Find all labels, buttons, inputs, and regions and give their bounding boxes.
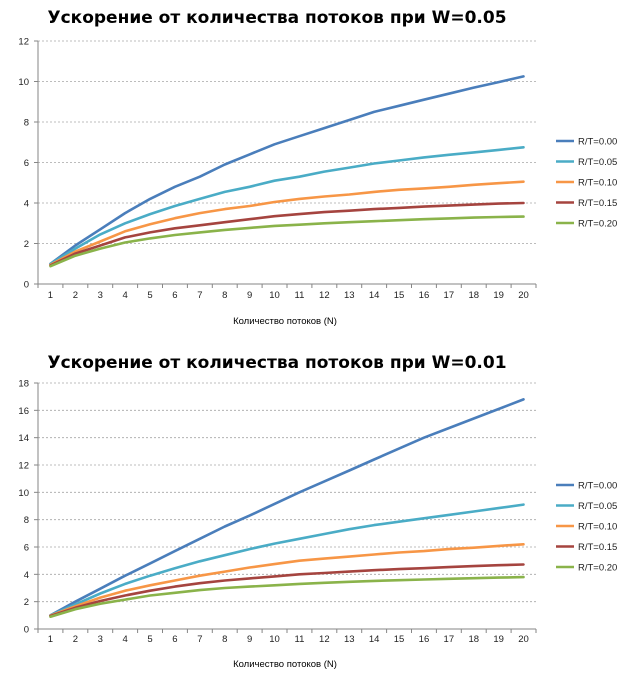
legend-label: R/T=0.05 bbox=[578, 157, 617, 168]
series-line-R/T=0.10 bbox=[49, 543, 525, 617]
y-tick-label: 12 bbox=[18, 37, 29, 48]
x-tick-label: 17 bbox=[444, 290, 455, 301]
y-tick-label: 0 bbox=[24, 280, 29, 291]
x-tick-label: 11 bbox=[295, 290, 305, 301]
series-line-R/T=0.05 bbox=[49, 146, 525, 266]
x-tick-label: 7 bbox=[197, 634, 202, 645]
x-tick-label: 19 bbox=[493, 290, 504, 301]
x-tick-label: 5 bbox=[147, 290, 152, 301]
x-tick-label: 6 bbox=[172, 634, 177, 645]
x-tick-label: 13 bbox=[344, 290, 355, 301]
y-tick-label: 8 bbox=[24, 118, 29, 129]
x-tick-label: 2 bbox=[73, 634, 78, 645]
y-tick-label: 10 bbox=[18, 77, 29, 88]
x-tick-label: 8 bbox=[222, 634, 227, 645]
legend-label: R/T=0.00 bbox=[578, 137, 617, 148]
series-line-R/T=0.00 bbox=[49, 398, 525, 617]
y-tick-label: 10 bbox=[18, 488, 29, 499]
legend-label: R/T=0.10 bbox=[578, 522, 617, 533]
y-tick-label: 6 bbox=[24, 543, 29, 554]
chart-w001-svg: Ускорение от количества потоков при W=0.… bbox=[18, 353, 617, 670]
x-tick-label: 19 bbox=[493, 634, 504, 645]
x-tick-label: 2 bbox=[73, 290, 78, 301]
legend-label: R/T=0.10 bbox=[578, 178, 617, 189]
x-axis-title: Количество потоков (N) bbox=[233, 316, 337, 327]
legend-label: R/T=0.20 bbox=[578, 219, 617, 230]
x-tick-label: 6 bbox=[172, 290, 177, 301]
series-line-R/T=0.15 bbox=[49, 201, 525, 267]
x-tick-label: 13 bbox=[344, 634, 355, 645]
y-tick-label: 18 bbox=[18, 379, 29, 390]
chart-w005: Ускорение от количества потоков при W=0.… bbox=[0, 0, 634, 337]
series-line-R/T=0.15 bbox=[49, 563, 525, 618]
x-tick-label: 7 bbox=[197, 290, 202, 301]
y-tick-label: 16 bbox=[18, 406, 29, 417]
y-tick-label: 2 bbox=[24, 239, 29, 250]
y-tick-label: 6 bbox=[24, 158, 29, 169]
x-tick-label: 3 bbox=[98, 634, 103, 645]
series-line-R/T=0.10 bbox=[49, 180, 525, 267]
y-tick-label: 2 bbox=[24, 597, 29, 608]
legend-label: R/T=0.00 bbox=[578, 481, 617, 492]
series-line-R/T=0.05 bbox=[49, 503, 525, 617]
x-tick-label: 18 bbox=[468, 634, 479, 645]
x-tick-label: 20 bbox=[518, 634, 529, 645]
series-line-R/T=0.20 bbox=[49, 575, 525, 618]
x-axis-title: Количество потоков (N) bbox=[233, 659, 337, 670]
x-tick-label: 9 bbox=[247, 634, 252, 645]
y-tick-label: 8 bbox=[24, 515, 29, 526]
x-tick-label: 20 bbox=[518, 290, 529, 301]
series-line-R/T=0.00 bbox=[49, 75, 525, 266]
y-tick-label: 0 bbox=[24, 625, 29, 636]
x-tick-label: 3 bbox=[98, 290, 103, 301]
x-tick-label: 1 bbox=[48, 290, 53, 301]
x-tick-label: 16 bbox=[419, 290, 430, 301]
x-tick-label: 18 bbox=[468, 290, 479, 301]
x-tick-label: 15 bbox=[394, 290, 405, 301]
x-tick-label: 4 bbox=[123, 634, 128, 645]
x-tick-label: 10 bbox=[269, 290, 280, 301]
chart-w005-svg: Ускорение от количества потоков при W=0.… bbox=[18, 8, 617, 327]
legend-label: R/T=0.15 bbox=[578, 542, 617, 553]
chart-title: Ускорение от количества потоков при W=0.… bbox=[47, 353, 506, 373]
x-tick-label: 5 bbox=[147, 634, 152, 645]
legend-label: R/T=0.05 bbox=[578, 501, 617, 512]
x-tick-label: 14 bbox=[369, 290, 380, 301]
x-tick-label: 17 bbox=[444, 634, 455, 645]
x-tick-label: 16 bbox=[419, 634, 430, 645]
x-tick-label: 4 bbox=[123, 290, 128, 301]
y-tick-label: 14 bbox=[18, 433, 29, 444]
x-tick-label: 15 bbox=[394, 634, 405, 645]
legend-label: R/T=0.15 bbox=[578, 198, 617, 209]
x-tick-label: 10 bbox=[269, 634, 280, 645]
x-tick-label: 1 bbox=[48, 634, 53, 645]
series-line-R/T=0.20 bbox=[49, 215, 525, 268]
y-tick-label: 4 bbox=[24, 570, 29, 581]
x-tick-label: 14 bbox=[369, 634, 380, 645]
x-tick-label: 12 bbox=[319, 634, 330, 645]
x-tick-label: 8 bbox=[222, 290, 227, 301]
chart-title: Ускорение от количества потоков при W=0.… bbox=[47, 8, 506, 28]
legend-label: R/T=0.20 bbox=[578, 563, 617, 574]
legend: R/T=0.00 R/T=0.05 R/T=0.10 R/T=0.15 R/T=0.20 bbox=[556, 137, 617, 230]
legend: R/T=0.00 R/T=0.05 R/T=0.10 R/T=0.15 R/T=0.20 bbox=[556, 481, 617, 574]
x-tick-label: 9 bbox=[247, 290, 252, 301]
x-tick-label: 11 bbox=[295, 634, 305, 645]
x-tick-label: 12 bbox=[319, 290, 330, 301]
y-tick-label: 4 bbox=[24, 199, 29, 210]
chart-w001: Ускорение от количества потоков при W=0.… bbox=[0, 342, 634, 679]
y-tick-label: 12 bbox=[18, 461, 29, 472]
